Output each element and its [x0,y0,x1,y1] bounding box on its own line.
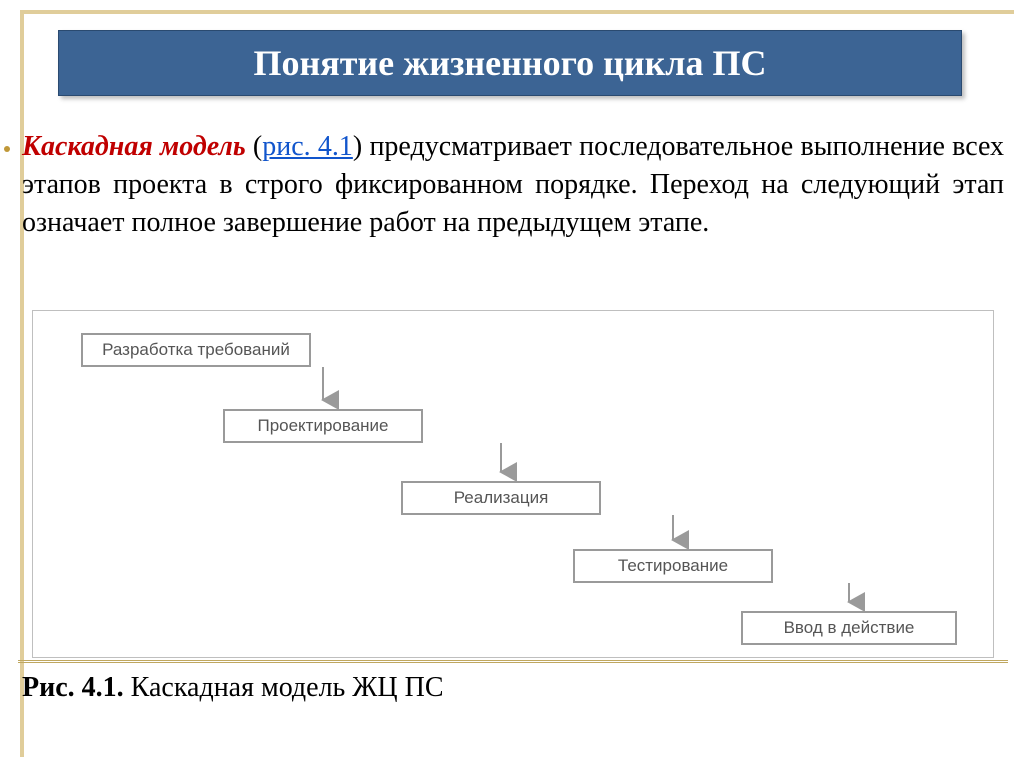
slide-title: Понятие жизненного цикла ПС [253,42,766,84]
flow-node-n2: Проектирование [223,409,423,443]
figure-caption: Рис. 4.1. Каскадная модель ЖЦ ПС [22,672,444,704]
flow-node-n1: Разработка требований [81,333,311,367]
flow-node-n4: Тестирование [573,549,773,583]
lead-term: Каскадная модель [22,131,246,162]
paragraph: Каскадная модель (рис. 4.1) предусматрив… [22,128,1004,241]
diagram-underline [18,660,1008,663]
waterfall-diagram: Разработка требований Проектирование Реали… [32,310,994,658]
figure-link[interactable]: рис. 4.1 [262,131,353,162]
paren-close: ) [353,131,370,162]
flow-node-n3: Реализация [401,481,601,515]
caption-text: Каскадная модель ЖЦ ПС [124,672,444,703]
caption-number: Рис. 4.1. [22,672,124,703]
bullet-icon [4,146,10,152]
title-bar: Понятие жизненного цикла ПС [58,30,962,96]
flow-node-n5: Ввод в действие [741,611,957,645]
paren-open: ( [246,131,263,162]
